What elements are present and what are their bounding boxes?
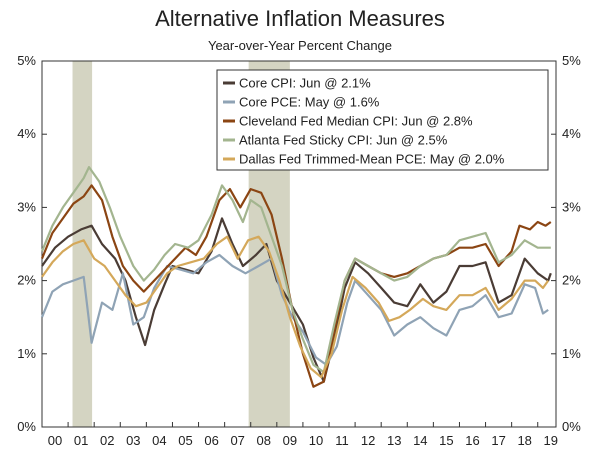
y-tick-label-left: 5% [17, 53, 36, 68]
legend-entry: Core CPI: Jun @ 2.1% [239, 76, 371, 91]
series-line-5 [41, 235, 550, 379]
y-tick-label-left: 1% [17, 346, 36, 361]
series-line-2 [40, 253, 549, 366]
x-tick-label: 14 [413, 433, 427, 448]
plot-frame [41, 60, 557, 428]
chart-title: Alternative Inflation Measures [155, 6, 445, 31]
legend: Core CPI: Jun @ 2.1% Core PCE: May @ 1.6%… [216, 69, 549, 171]
x-tick-label: 03 [126, 433, 140, 448]
x-tick-label: 11 [335, 433, 349, 448]
y-tick-label-left: 3% [17, 199, 36, 214]
x-tick-label: 05 [178, 433, 192, 448]
x-tick-label: 13 [387, 433, 401, 448]
x-tick-label: 00 [48, 433, 62, 448]
x-tick-label: 16 [465, 433, 479, 448]
y-tick-label-right: 3% [562, 199, 581, 214]
legend-entry: Cleveland Fed Median CPI: Jun @ 2.8% [239, 114, 473, 129]
x-tick-label: 12 [361, 433, 375, 448]
x-tick-label: 07 [230, 433, 244, 448]
x-tick-label: 17 [491, 433, 505, 448]
x-tick-label: 15 [439, 433, 453, 448]
x-tick-label: 19 [544, 433, 558, 448]
series-line-1 [41, 217, 552, 383]
recession-band-1 [72, 61, 93, 427]
x-tick-label: 09 [283, 433, 297, 448]
x-tick-label: 08 [257, 433, 271, 448]
y-tick-label-left: 0% [17, 419, 36, 434]
x-tick-label: 06 [204, 433, 218, 448]
x-tick-label: 01 [74, 433, 88, 448]
legend-entry: Dallas Fed Trimmed-Mean PCE: May @ 2.0% [239, 152, 505, 167]
y-tick-label-right: 4% [562, 126, 581, 141]
y-tick-label-right: 0% [562, 419, 581, 434]
legend-box [216, 69, 549, 171]
x-tick-label: 10 [309, 433, 323, 448]
axes: 0% 0% 1% 1% 2% 2% 3% 3% 4% 4% 5% 5% 00 01 02 03 04 05 06 07… [17, 53, 581, 448]
x-tick-label: 02 [100, 433, 114, 448]
y-tick-label-left: 2% [17, 273, 36, 288]
series-line-4 [40, 166, 551, 374]
legend-entry: Atlanta Fed Sticky CPI: Jun @ 2.5% [239, 133, 448, 148]
y-tick-label-right: 1% [562, 346, 581, 361]
x-tick-label: 18 [517, 433, 531, 448]
x-tick-label: 04 [152, 433, 166, 448]
chart-subtitle: Year-over-Year Percent Change [207, 38, 393, 53]
legend-entry: Core PCE: May @ 1.6% [239, 95, 380, 110]
y-tick-label-right: 5% [562, 53, 581, 68]
y-tick-label-left: 4% [17, 126, 36, 141]
y-tick-label-right: 2% [562, 273, 581, 288]
series-lines [40, 166, 552, 388]
